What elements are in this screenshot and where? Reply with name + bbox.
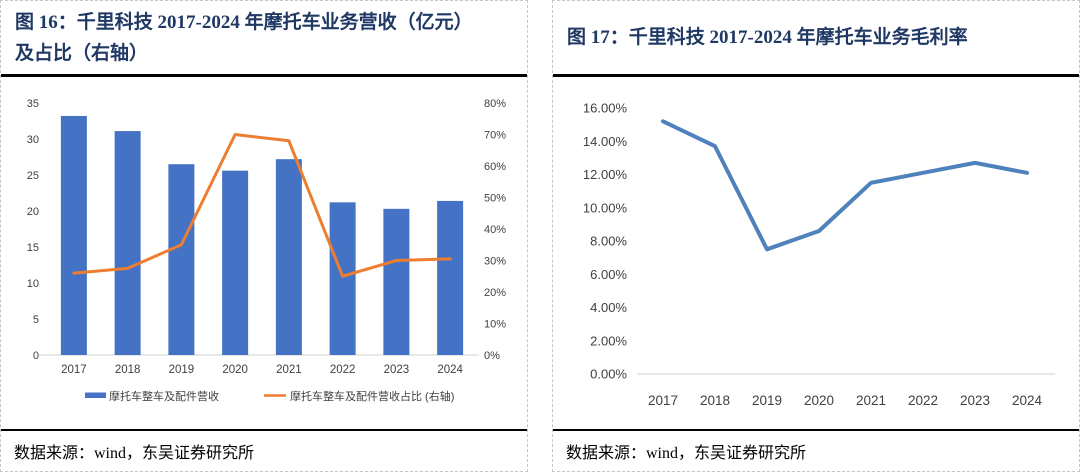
legend-swatch-bar bbox=[85, 392, 106, 398]
x-axis-label: 2018 bbox=[700, 393, 730, 408]
figure-16-source: 数据来源：wind，东吴证券研究所 bbox=[1, 429, 527, 471]
y-axis-tick-right: 60% bbox=[484, 161, 506, 173]
y-axis-tick-right: 20% bbox=[484, 287, 506, 299]
bar-2017 bbox=[60, 115, 87, 356]
y-axis-tick-left: 15 bbox=[27, 242, 39, 254]
y-axis-tick-left: 35 bbox=[27, 98, 39, 110]
x-axis-label: 2022 bbox=[908, 393, 938, 408]
bar-2018 bbox=[114, 131, 141, 355]
y-axis-tick: 16.00% bbox=[583, 101, 628, 116]
y-axis-tick: 6.00% bbox=[590, 267, 627, 282]
y-axis-tick-left: 30 bbox=[27, 134, 39, 146]
y-axis-tick: 10.00% bbox=[583, 200, 628, 215]
y-axis-tick-right: 80% bbox=[484, 98, 506, 110]
y-axis-tick: 4.00% bbox=[590, 300, 627, 315]
gross-margin-line-chart: 0.00% 2.00% 4.00% 6.00% 8.00% 10.00% 12.00% 14.… bbox=[583, 101, 1055, 408]
bar-2019 bbox=[168, 164, 195, 355]
x-axis-label: 2020 bbox=[804, 393, 834, 408]
y-axis-tick-right: 70% bbox=[484, 130, 506, 142]
x-axis-label: 2022 bbox=[330, 364, 356, 376]
revenue-combo-chart: 0 5 10 15 20 25 30 35 0% 10% 20% 30% 40% 50% 60% 70% 80%… bbox=[27, 98, 506, 403]
figure-16-title: 图 16：千里科技 2017-2024 年摩托车业务营收（亿元） 及占比（右轴） bbox=[1, 1, 527, 77]
x-axis-label: 2024 bbox=[1012, 393, 1043, 408]
y-axis-tick-left: 10 bbox=[27, 278, 39, 290]
x-axis-label: 2019 bbox=[752, 393, 782, 408]
bar-2020 bbox=[222, 170, 249, 355]
y-axis-tick-right: 10% bbox=[484, 319, 506, 331]
y-axis-tick: 8.00% bbox=[590, 234, 627, 249]
x-axis-label: 2017 bbox=[61, 364, 87, 376]
figure-16-chart-area: 0 5 10 15 20 25 30 35 0% 10% 20% 30% 40% 50% 60% 70% 80%… bbox=[1, 77, 527, 429]
x-axis-label: 2021 bbox=[856, 393, 886, 408]
revenue-share-line bbox=[72, 133, 452, 278]
y-axis-tick-left: 5 bbox=[33, 314, 39, 326]
y-axis-tick-left: 20 bbox=[27, 206, 39, 218]
x-axis-label: 2018 bbox=[115, 364, 141, 376]
y-axis-tick-right: 50% bbox=[484, 193, 506, 205]
y-axis-tick: 14.00% bbox=[583, 134, 628, 149]
legend-item-share: 摩托车整车及配件营收占比 (右轴) bbox=[290, 389, 454, 403]
bar-2024 bbox=[437, 200, 464, 355]
chart-legend: 摩托车整车及配件营收 摩托车整车及配件营收占比 (右轴) bbox=[85, 389, 454, 403]
bar-2021 bbox=[275, 159, 302, 355]
legend-item-revenue: 摩托车整车及配件营收 bbox=[109, 389, 219, 403]
y-axis-tick-right: 40% bbox=[484, 224, 506, 236]
y-axis-tick: 12.00% bbox=[583, 167, 628, 182]
x-axis-label: 2023 bbox=[384, 364, 410, 376]
y-axis-tick-left: 25 bbox=[27, 170, 39, 182]
x-axis-label: 2019 bbox=[169, 364, 195, 376]
gross-margin-line bbox=[661, 119, 1029, 252]
bar-2022 bbox=[329, 202, 356, 355]
figure-16-panel: 图 16：千里科技 2017-2024 年摩托车业务营收（亿元） 及占比（右轴）… bbox=[0, 0, 528, 472]
figure-17-title: 图 17：千里科技 2017-2024 年摩托车业务毛利率 bbox=[553, 1, 1079, 77]
figure-17-chart-area: 0.00% 2.00% 4.00% 6.00% 8.00% 10.00% 12.00% 14.… bbox=[553, 77, 1079, 429]
y-axis-tick: 2.00% bbox=[590, 333, 627, 348]
x-axis-label: 2020 bbox=[222, 364, 248, 376]
bar-2023 bbox=[383, 208, 410, 355]
x-axis-label: 2023 bbox=[960, 393, 990, 408]
figure-17-source: 数据来源：wind，东吴证券研究所 bbox=[553, 429, 1079, 471]
x-axis-label: 2024 bbox=[437, 364, 463, 376]
y-axis-tick-left: 0 bbox=[33, 350, 39, 362]
y-axis-tick: 0.00% bbox=[590, 367, 627, 382]
x-axis-label: 2021 bbox=[276, 364, 302, 376]
x-axis-label: 2017 bbox=[648, 393, 678, 408]
figure-17-panel: 图 17：千里科技 2017-2024 年摩托车业务毛利率 0.00% 2.00%… bbox=[552, 0, 1080, 472]
y-axis-tick-right: 30% bbox=[484, 256, 506, 268]
y-axis-tick-right: 0% bbox=[484, 350, 500, 362]
